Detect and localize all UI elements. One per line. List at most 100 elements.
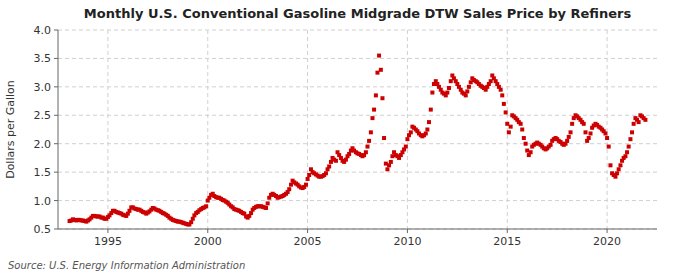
y-tick xyxy=(54,172,58,173)
point xyxy=(569,130,573,134)
y-axis-label: Dollars per Gallon xyxy=(4,80,17,179)
point xyxy=(405,137,409,141)
x-grid-line xyxy=(107,30,108,229)
x-tick-label: 2000 xyxy=(194,235,222,248)
point xyxy=(529,150,533,154)
point xyxy=(127,209,131,213)
y-grid-line xyxy=(58,172,657,173)
x-tick-label: 2020 xyxy=(593,235,621,248)
point xyxy=(607,145,611,149)
point xyxy=(509,125,513,129)
y-grid-line xyxy=(58,115,657,116)
point xyxy=(618,163,622,167)
title: Monthly U.S. Conventional Gasoline Midgr… xyxy=(84,6,632,21)
point xyxy=(370,116,374,120)
point xyxy=(522,136,526,140)
point xyxy=(630,130,634,134)
x-tick xyxy=(407,229,408,233)
annotation: Source: U.S. Energy Information Administ… xyxy=(8,260,245,271)
point xyxy=(615,171,619,175)
point xyxy=(589,131,593,135)
point xyxy=(504,110,508,114)
y-tick-label: 2.0 xyxy=(34,138,52,151)
point xyxy=(519,122,523,126)
point xyxy=(549,143,553,147)
point xyxy=(204,204,208,208)
point xyxy=(347,152,351,156)
point xyxy=(643,118,647,122)
axes: 0.51.01.52.02.53.03.54.01995200020052010… xyxy=(34,24,658,248)
point xyxy=(628,137,632,141)
point xyxy=(465,89,469,93)
point xyxy=(587,136,591,140)
y-tick-label: 1.5 xyxy=(34,166,52,179)
y-tick xyxy=(54,86,58,87)
point xyxy=(374,93,378,97)
point xyxy=(264,206,268,210)
point xyxy=(632,122,636,126)
point xyxy=(427,120,431,124)
x-grid-line xyxy=(307,30,308,229)
point xyxy=(344,158,348,162)
x-tick xyxy=(107,229,108,233)
point xyxy=(570,122,574,126)
point xyxy=(380,96,384,100)
point xyxy=(637,120,641,124)
point xyxy=(425,128,429,132)
y-grid-line xyxy=(58,200,657,201)
point xyxy=(324,171,328,175)
y-tick xyxy=(54,115,58,116)
y-axis-line xyxy=(58,30,59,229)
point xyxy=(520,128,524,132)
x-grid-line xyxy=(507,30,508,229)
point xyxy=(464,93,468,97)
y-tick-label: 0.5 xyxy=(34,223,52,236)
x-tick xyxy=(207,229,208,233)
point xyxy=(372,108,376,112)
x-tick xyxy=(507,229,508,233)
point xyxy=(364,150,368,154)
points xyxy=(68,54,648,227)
y-tick xyxy=(54,58,58,59)
y-grid-line xyxy=(58,86,657,87)
point xyxy=(189,220,193,224)
point xyxy=(379,68,383,72)
point xyxy=(447,86,451,90)
point xyxy=(584,130,588,134)
point xyxy=(627,145,631,149)
point xyxy=(524,142,528,146)
y-tick xyxy=(54,229,58,230)
y-tick-label: 1.0 xyxy=(34,195,52,208)
point xyxy=(565,139,569,143)
x-grid-line xyxy=(607,30,608,229)
point xyxy=(582,122,586,126)
point xyxy=(191,217,195,221)
x-tick-label: 2010 xyxy=(393,235,421,248)
grid xyxy=(58,30,657,229)
y-grid-line xyxy=(58,30,657,31)
point xyxy=(499,88,503,92)
x-grid-line xyxy=(407,30,408,229)
point xyxy=(334,159,338,163)
y-tick-label: 4.0 xyxy=(34,24,52,37)
x-tick-label: 1995 xyxy=(94,235,122,248)
point xyxy=(367,139,371,143)
point xyxy=(502,102,506,106)
point xyxy=(500,93,504,97)
point xyxy=(605,136,609,140)
y-tick-label: 2.5 xyxy=(34,109,52,122)
point xyxy=(387,163,391,167)
y-grid-line xyxy=(58,229,657,230)
x-tick xyxy=(607,229,608,233)
point xyxy=(365,145,369,149)
point xyxy=(287,187,291,191)
point xyxy=(306,177,310,181)
point xyxy=(327,164,331,168)
y-grid-line xyxy=(58,58,657,59)
point xyxy=(467,85,471,89)
point xyxy=(567,135,571,139)
point xyxy=(617,167,621,171)
point xyxy=(404,145,408,149)
point xyxy=(623,154,627,158)
point xyxy=(266,201,270,205)
